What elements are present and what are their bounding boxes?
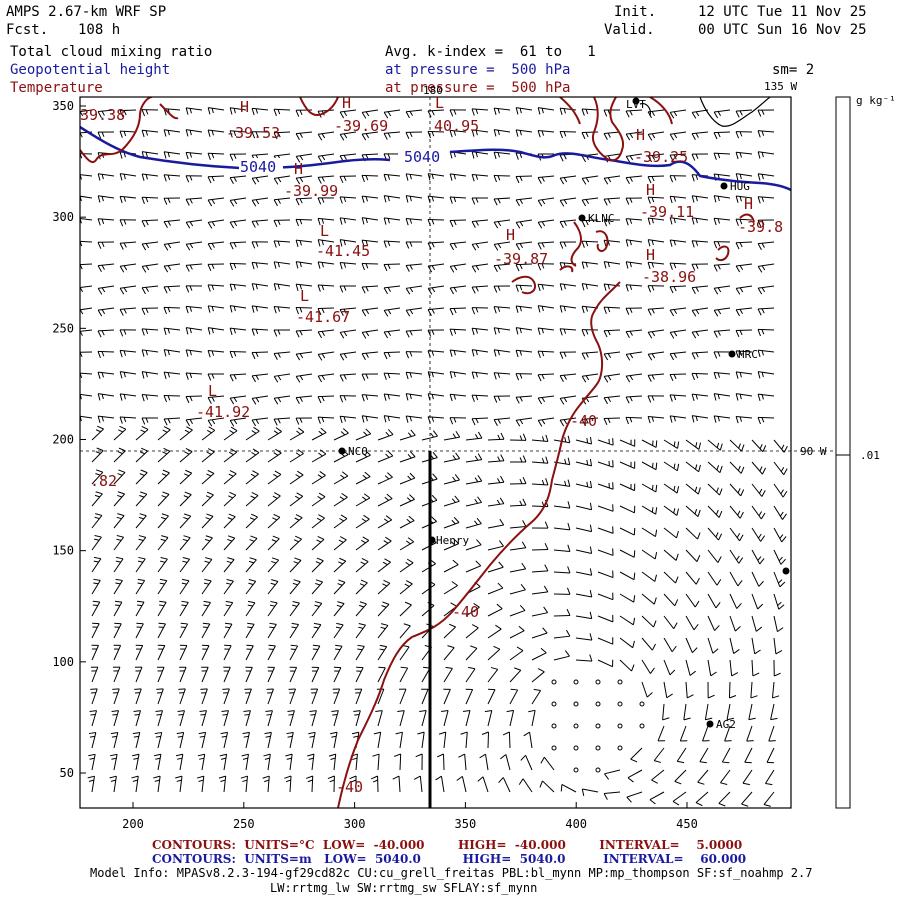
y-tick-label: 250 [52, 321, 74, 335]
valid-label: Valid. [604, 22, 655, 38]
map-frame [79, 96, 792, 809]
reference-lines [80, 97, 850, 808]
station-label: HUG [730, 180, 750, 193]
model-info-line2: LW:rrtmg_lw SW:rrtmg_sw SFLAY:sf_mynn [270, 881, 538, 895]
temp-label: 40.95 [434, 117, 479, 135]
hl-marker: L [300, 287, 309, 305]
k-index-average: Avg. k-index = 61 to 1 [385, 44, 596, 60]
temp-label: -39.11 [640, 203, 694, 221]
y-tick-label: 100 [52, 655, 74, 669]
hl-marker: H [294, 160, 303, 178]
temp-label: 39.38 [80, 106, 125, 124]
contour-info-temperature: CONTOURS: UNITS=°C LOW= -40.000 HIGH= -4… [152, 838, 743, 852]
hl-marker: H [744, 195, 753, 213]
field-geopotential: Geopotential height [10, 62, 171, 78]
height-labels: 5040 5040 [239, 148, 446, 176]
x-tick-label: 300 [344, 817, 366, 831]
wind-barbs [80, 107, 788, 807]
y-tick-label: 200 [52, 433, 74, 447]
init-label: Init. [614, 4, 657, 20]
model-title: AMPS 2.67-km WRF SP [6, 4, 167, 20]
temp-label: -39.25 [634, 148, 688, 166]
temp-label: -40 [336, 778, 363, 796]
init-value: 12 UTC Tue 11 Nov 25 [698, 4, 867, 20]
contour-info-height: CONTOURS: UNITS=m LOW= 5040.0 HIGH= 5040… [152, 852, 747, 866]
temp-label: .82 [90, 472, 117, 490]
temp-label: -39.8 [738, 218, 783, 236]
temp-label: -41.67 [296, 308, 350, 326]
y-tick-label: 150 [52, 544, 74, 558]
x-tick-label: 250 [233, 817, 255, 831]
y-axis: 50 100 150 200 250 300 350 [52, 99, 86, 780]
height-label: 5040 [404, 148, 440, 166]
temp-label: -39.99 [284, 182, 338, 200]
station-label: AG2 [716, 718, 736, 731]
colorbar-unit: g kg⁻¹ [856, 94, 896, 107]
forecast-value: 108 h [78, 22, 121, 38]
colorbar: g kg⁻¹ .01 [835, 94, 896, 809]
x-axis: 200 250 300 350 400 450 [122, 802, 698, 831]
station-label: HRC [738, 348, 758, 361]
station-label: NCO [348, 445, 368, 458]
temp-label: -39.53 [226, 124, 280, 142]
temp-label: -40 [452, 603, 479, 621]
hl-marker: H [506, 226, 515, 244]
field-temperature: Temperature [10, 80, 103, 96]
y-tick-label: 50 [60, 766, 74, 780]
hl-marker: H [636, 126, 645, 144]
y-tick-label: 350 [52, 99, 74, 113]
valid-value: 00 UTC Sun 16 Nov 25 [698, 22, 867, 38]
hl-marker: H [342, 94, 351, 112]
temp-label: -40 [570, 412, 597, 430]
pressure-level-height: at pressure = 500 hPa [385, 62, 571, 78]
hl-marker: H [646, 246, 655, 264]
hl-marker: H [646, 181, 655, 199]
smoothing-label: sm= 2 [772, 62, 815, 78]
temp-label: -38.96 [642, 268, 696, 286]
lon-label-90w: 90 W [800, 445, 827, 458]
temp-label: -39.69 [334, 117, 388, 135]
lon-label-180: 180 [423, 84, 443, 97]
hl-marker: L [208, 382, 217, 400]
temperature-labels: 39.38 -39.53 -39.69 40.95 -39.99 -41.45 … [80, 106, 783, 796]
temperature-contours [80, 97, 755, 808]
x-tick-label: 450 [676, 817, 698, 831]
forecast-label: Fcst. [6, 22, 49, 38]
station-label: Henry [436, 534, 469, 547]
temp-label: -39.87 [494, 250, 548, 268]
height-label: 5040 [240, 158, 276, 176]
pressure-level-temp: at pressure = 500 hPa [385, 80, 571, 96]
x-tick-label: 400 [565, 817, 587, 831]
hl-marker: L [320, 222, 329, 240]
field-cloud-mixing: Total cloud mixing ratio [10, 44, 213, 60]
hl-marker: L [435, 94, 444, 112]
x-tick-label: 200 [122, 817, 144, 831]
coastline [639, 97, 771, 127]
temp-label: -41.92 [196, 403, 250, 421]
lon-label-135w: 135 W [764, 80, 797, 93]
hl-marker: H [240, 98, 249, 116]
temp-label: -41.45 [316, 242, 370, 260]
model-info-line1: Model Info: MPASv8.2.3-194-gf29cd82c CU:… [90, 866, 813, 880]
x-tick-label: 350 [455, 817, 477, 831]
pressure-markers: H H L H L L L H H H H H [208, 94, 753, 400]
stations: LVT HUG KLNC HRC NCO Henry AG2 [338, 97, 790, 731]
y-tick-label: 300 [52, 210, 74, 224]
colorbar-tick: .01 [860, 449, 880, 462]
station-label: LVT [626, 98, 646, 111]
station-label: KLNC [588, 212, 615, 225]
